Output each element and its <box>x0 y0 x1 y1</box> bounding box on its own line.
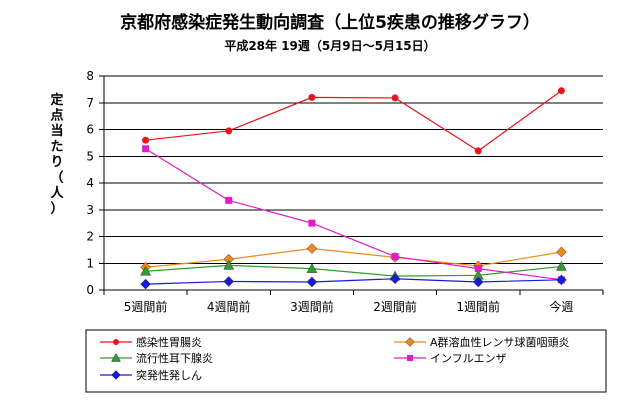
data-point <box>308 93 316 101</box>
y-tick-label: 8 <box>86 69 94 83</box>
data-point <box>556 246 567 258</box>
y-tick-label: 6 <box>86 123 94 137</box>
legend-marker <box>111 370 121 380</box>
data-point <box>391 94 399 102</box>
data-point <box>556 274 567 286</box>
legend-label: A群溶血性レンサ球菌咽頭炎 <box>430 335 570 349</box>
data-point <box>142 136 150 144</box>
data-point <box>474 147 482 155</box>
series-2 <box>140 259 567 281</box>
data-point <box>389 273 401 285</box>
series-group <box>140 87 567 290</box>
data-point <box>140 265 152 276</box>
gridlines <box>104 75 603 264</box>
data-point <box>555 260 567 271</box>
legend-label: 流行性耳下腺炎 <box>136 351 213 365</box>
y-tick-labels: 0 1 2 3 4 5 6 7 8 <box>86 69 94 297</box>
chart-subtitle: 平成28年 19週（5月9日～5月15日） <box>224 38 435 53</box>
y-tick-label: 1 <box>86 256 94 270</box>
series-0 <box>142 87 565 155</box>
series-line <box>145 148 562 281</box>
x-tick-label: 4週間前 <box>207 299 251 314</box>
data-point <box>472 276 484 288</box>
legend-label: 突発性発しん <box>136 368 202 382</box>
legend-marker <box>407 355 413 361</box>
legend-marker <box>405 337 415 347</box>
data-point <box>223 276 235 287</box>
series-4 <box>140 273 567 290</box>
legend-label: 感染性胃腸炎 <box>136 335 202 349</box>
legend-item: 感染性胃腸炎 <box>100 335 202 349</box>
data-point <box>142 145 150 153</box>
x-tick-label: 3週間前 <box>290 299 334 314</box>
y-tick-label: 4 <box>86 176 94 190</box>
y-tick-label: 0 <box>86 283 94 297</box>
x-tick-labels: 5週間前 4週間前 3週間前 2週間前 1週間前 今週 <box>124 299 574 314</box>
data-point <box>306 263 318 273</box>
data-point <box>223 259 235 270</box>
data-point <box>391 253 399 261</box>
y-axis-label: 定点当たり（人） <box>49 92 64 217</box>
series-line <box>145 264 562 277</box>
y-tick-label: 7 <box>86 96 94 110</box>
data-point <box>308 219 316 227</box>
legend-item: 流行性耳下腺炎 <box>100 351 213 365</box>
x-tick-label: 1週間前 <box>456 299 500 314</box>
legend-item: インフルエンザ <box>394 352 507 365</box>
series-line <box>145 278 562 285</box>
x-tick-label: 今週 <box>549 299 573 314</box>
y-tick-label: 3 <box>86 203 94 217</box>
y-tick-label: 2 <box>86 230 94 244</box>
legend-item: 突発性発しん <box>100 368 202 382</box>
data-point <box>474 265 482 273</box>
x-tick-label: 5週間前 <box>124 299 168 314</box>
legend-marker <box>113 339 119 345</box>
data-point <box>140 278 151 290</box>
data-point <box>306 243 318 254</box>
data-point <box>306 276 318 288</box>
legend-marker <box>111 352 121 362</box>
series-line <box>145 90 562 152</box>
legend-item: A群溶血性レンサ球菌咽頭炎 <box>394 335 570 349</box>
x-tick-label: 2週間前 <box>373 299 417 314</box>
data-point <box>225 127 233 135</box>
y-axis-title: 定点当たり（人） <box>49 92 64 217</box>
series-line <box>145 247 562 268</box>
legend-label: インフルエンザ <box>430 352 507 365</box>
chart-title: 京都府感染症発生動向調査（上位5疾患の推移グラフ） <box>120 12 540 33</box>
legend-box <box>85 329 607 393</box>
series-1 <box>140 243 567 273</box>
data-point <box>225 196 233 204</box>
axes <box>99 75 604 295</box>
y-tick-label: 5 <box>86 149 94 163</box>
data-point <box>557 87 565 95</box>
